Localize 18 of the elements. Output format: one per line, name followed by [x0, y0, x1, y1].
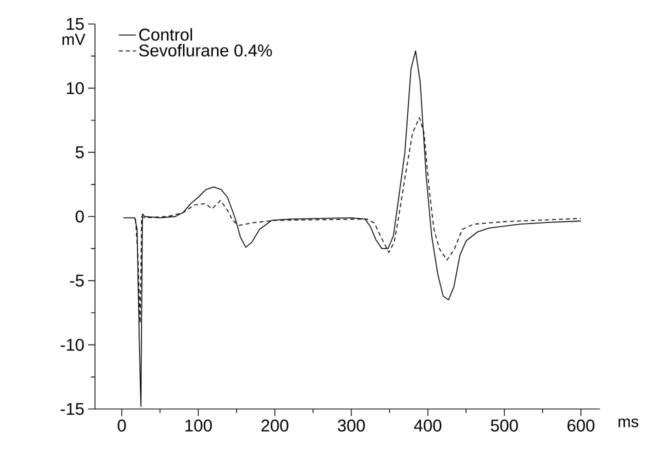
x-tick-label: 300 [338, 420, 365, 432]
x-tick-label: 400 [414, 420, 442, 432]
x-tick-label: 200 [261, 420, 288, 432]
x-tick-label: 600 [568, 420, 594, 432]
y-tick-label: -10 [60, 338, 84, 351]
legend-label: Control [139, 28, 192, 41]
y-tick-label: -5 [70, 274, 84, 287]
x-axis-title: ms [618, 418, 638, 428]
y-tick-label: -15 [60, 403, 84, 415]
x-tick-label: 0 [118, 420, 126, 432]
y-tick-label: 5 [76, 146, 84, 158]
y-axis-title: mV [62, 34, 86, 45]
x-tick-label: 500 [490, 420, 518, 432]
x-tick-label: 100 [185, 420, 212, 432]
y-tick-label: 10 [66, 82, 84, 94]
legend-label: Sevoflurane 0.4% [139, 44, 272, 57]
y-tick-label: 0 [76, 210, 84, 223]
y-tick-label: 15 [66, 18, 84, 30]
